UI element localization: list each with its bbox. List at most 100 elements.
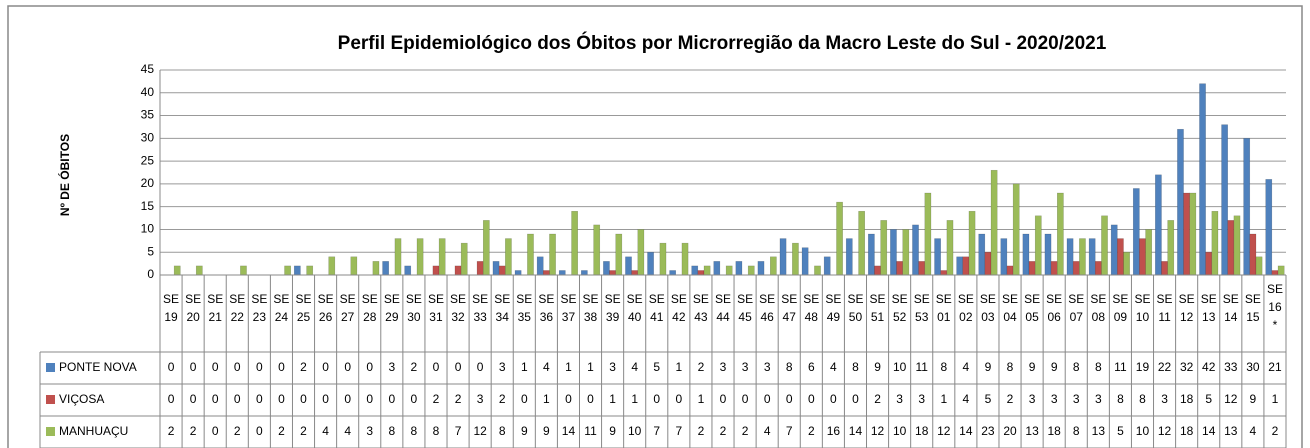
table-value: 3: [366, 424, 373, 438]
x-tick-label-line: SE: [693, 292, 709, 306]
x-tick-label-line: 42: [672, 310, 686, 324]
bar: [625, 256, 632, 276]
x-tick-label-line: SE: [428, 292, 444, 306]
table-value: 20: [1003, 424, 1017, 438]
bar: [940, 270, 948, 276]
table-value: 18: [1047, 424, 1061, 438]
x-tick-label: SE 20: [185, 292, 201, 324]
table-value: 5: [985, 392, 992, 406]
x-tick-label: SE 42: [671, 292, 687, 324]
bar: [647, 251, 654, 276]
table-value: 21: [1268, 360, 1282, 374]
x-tick-label: SE 41: [649, 292, 665, 324]
table-value: 9: [609, 424, 616, 438]
bar: [543, 270, 550, 276]
x-tick-label: SE 01: [936, 292, 952, 324]
x-tick-label-line: 32: [451, 310, 465, 324]
bar: [454, 265, 462, 276]
x-tick-label-line: 11: [1158, 310, 1171, 324]
table-value: 3: [499, 360, 506, 374]
table-value: 2: [742, 424, 749, 438]
table-value: 0: [830, 392, 837, 406]
x-tick-label-line: SE: [847, 292, 863, 306]
x-tick-label-line: 39: [606, 310, 620, 324]
bar: [1012, 183, 1020, 276]
table-value: 0: [300, 392, 307, 406]
x-tick-label-line: SE: [1068, 292, 1084, 306]
x-tick-label-line: 22: [231, 310, 245, 324]
table-value: 3: [1073, 392, 1080, 406]
bar: [350, 256, 358, 276]
table-value: 2: [234, 424, 241, 438]
table-value: 10: [893, 424, 907, 438]
x-tick-label-line: 29: [385, 310, 399, 324]
table-value: 0: [344, 360, 351, 374]
x-tick-label-line: SE: [1267, 282, 1283, 296]
table-value: 4: [344, 424, 351, 438]
x-tick-label: SE 52: [892, 292, 908, 324]
bar: [1088, 238, 1096, 276]
x-tick-label-line: 51: [871, 310, 885, 324]
x-tick-label-line: SE: [892, 292, 908, 306]
y-tick-label: 20: [141, 176, 155, 190]
y-axis-label: Nº DE ÓBITOS: [57, 134, 72, 216]
table-value: 8: [1007, 360, 1014, 374]
x-tick-label-line: SE: [870, 292, 886, 306]
table-value: 1: [587, 360, 594, 374]
legend-label: PONTE NOVA: [59, 360, 137, 374]
bar: [962, 256, 970, 276]
x-tick-label-line: 01: [937, 310, 951, 324]
x-tick-label-line: *: [1273, 318, 1278, 332]
bar: [868, 233, 875, 276]
bar: [293, 265, 301, 276]
table-value: 16: [827, 424, 841, 438]
x-tick-label-line: 47: [783, 310, 797, 324]
table-value: 9: [521, 424, 528, 438]
table-value: 3: [896, 392, 903, 406]
bar: [1183, 192, 1190, 276]
x-tick-label: SE 50: [847, 292, 863, 324]
table-value: 0: [256, 392, 263, 406]
table-value: 2: [720, 424, 727, 438]
table-value: 30: [1246, 360, 1260, 374]
bar: [460, 242, 468, 276]
y-tick-label: 5: [147, 244, 154, 258]
x-tick-label-line: 44: [716, 310, 730, 324]
table-value: 9: [985, 360, 992, 374]
table-value: 2: [411, 360, 418, 374]
table-value: 2: [698, 360, 705, 374]
table-value: 3: [388, 360, 395, 374]
x-tick-label: SE 48: [803, 292, 819, 324]
table-value: 14: [959, 424, 973, 438]
table-value: 8: [1095, 360, 1102, 374]
x-tick-label-line: SE: [207, 292, 223, 306]
x-tick-label-line: 52: [893, 310, 907, 324]
table-value: 8: [1073, 360, 1080, 374]
bar: [978, 233, 986, 276]
x-tick-label-line: SE: [362, 292, 378, 306]
x-tick-label-line: SE: [1223, 292, 1239, 306]
table-value: 0: [256, 360, 263, 374]
table-value: 7: [653, 424, 660, 438]
table-value: 0: [764, 392, 771, 406]
x-tick-label-line: SE: [1024, 292, 1040, 306]
table-value: 3: [477, 392, 484, 406]
x-tick-label: SE 32: [450, 292, 466, 324]
table-value: 5: [1117, 424, 1124, 438]
x-tick-label: SE 37: [560, 292, 576, 324]
bar: [984, 251, 992, 276]
legend-swatch: [46, 363, 55, 372]
table-value: 1: [698, 392, 705, 406]
bar: [1028, 261, 1036, 276]
x-tick-label: SE 40: [627, 292, 643, 324]
x-tick-label-line: SE: [803, 292, 819, 306]
table-value: 8: [852, 360, 859, 374]
chart-border: [7, 5, 1303, 448]
bar: [1057, 192, 1064, 276]
table-value: 2: [300, 424, 307, 438]
table-value: 12: [937, 424, 951, 438]
x-tick-label-line: SE: [671, 292, 687, 306]
table-value: 22: [1158, 360, 1172, 374]
x-tick-label-line: 35: [518, 310, 532, 324]
table-value: 2: [190, 424, 197, 438]
